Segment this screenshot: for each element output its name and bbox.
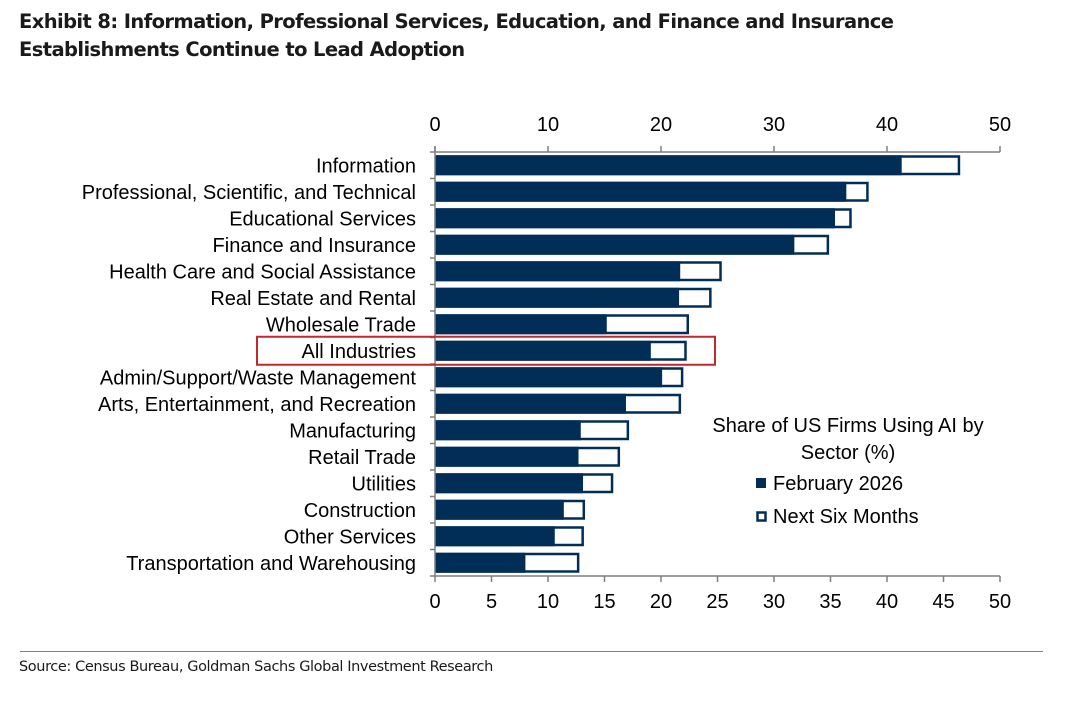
top-axis-tick-label: 50: [989, 114, 1011, 136]
bar-february-2026-other-services: [435, 526, 555, 547]
category-label-construction: Construction: [304, 500, 416, 522]
bottom-axis-tick-label: 50: [989, 591, 1011, 613]
bottom-axis-tick-label: 15: [593, 591, 615, 613]
legend-label-next-six-months: Next Six Months: [773, 506, 919, 528]
bars: [434, 155, 961, 573]
bottom-axis: 0 5 10 15 20 25 30 35 40 45 50: [429, 575, 1011, 613]
legend: Share of US Firms Using AI by Sector (%)…: [712, 415, 983, 528]
category-label-transportation-and-warehousing: Transportation and Warehousing: [126, 553, 416, 575]
top-axis-tick-label: 10: [537, 114, 559, 136]
footer-divider: [20, 651, 1043, 652]
bottom-axis-tick-label: 40: [876, 591, 898, 613]
all-industries-highlight-box: [256, 335, 716, 366]
category-label-other-services: Other Services: [284, 526, 416, 548]
bottom-axis-tick-label: 5: [486, 591, 497, 613]
bottom-axis-tick-label: 20: [650, 591, 672, 613]
bar-february-2026-professional-scientific-and-technical: [435, 181, 847, 202]
bottom-axis-tick-label: 30: [763, 591, 785, 613]
bar-february-2026-admin-support-waste-management: [435, 367, 663, 388]
source-note: Source: Census Bureau, Goldman Sachs Glo…: [19, 659, 493, 675]
bar-february-2026-manufacturing: [435, 420, 581, 441]
top-axis-tick-label: 20: [650, 114, 672, 136]
bar-february-2026-wholesale-trade: [435, 314, 607, 335]
bottom-axis-tick-label: 45: [932, 591, 954, 613]
top-axis-tick-label: 40: [876, 114, 898, 136]
category-label-manufacturing: Manufacturing: [289, 420, 416, 442]
bar-february-2026-retail-trade: [435, 446, 579, 467]
exhibit-title: Exhibit 8: Information, Professional Ser…: [19, 10, 894, 61]
bar-february-2026-finance-and-insurance: [435, 234, 795, 255]
legend-marker-february-2026: [756, 478, 766, 488]
category-label-finance-and-insurance: Finance and Insurance: [213, 235, 416, 257]
category-label-information: Information: [316, 155, 416, 177]
bar-february-2026-transportation-and-warehousing: [435, 552, 526, 573]
bottom-axis-tick-label: 10: [537, 591, 559, 613]
category-label-arts-entertainment-and-recreation: Arts, Entertainment, and Recreation: [98, 394, 416, 416]
legend-label-february-2026: February 2026: [773, 473, 903, 495]
legend-marker-next-six-months: [756, 511, 767, 522]
category-label-admin-support-waste-management: Admin/Support/Waste Management: [100, 367, 417, 389]
category-label-retail-trade: Retail Trade: [308, 447, 416, 469]
bottom-axis-tick-label: 35: [819, 591, 841, 613]
category-labels: Information Professional, Scientific, and…: [82, 155, 417, 575]
bottom-axis-tick-label: 0: [429, 591, 440, 613]
legend-title-line-2: Sector (%): [801, 442, 895, 464]
category-label-professional-scientific-and-technical: Professional, Scientific, and Technical: [82, 182, 416, 204]
category-label-wholesale-trade: Wholesale Trade: [266, 314, 416, 336]
bar-chart: 0 10 20 30 40 50 0 5 10 15 20 25 30 35 40 45 50 Informa…: [82, 114, 1011, 613]
category-label-utilities: Utilities: [352, 473, 416, 495]
category-label-all-industries: All Industries: [302, 341, 417, 363]
bar-february-2026-construction: [435, 499, 564, 520]
bar-february-2026-real-estate-and-rental: [435, 287, 680, 308]
bottom-axis-tick-label: 25: [706, 591, 728, 613]
bar-february-2026-arts-entertainment-and-recreation: [435, 393, 626, 414]
bar-february-2026-health-care-and-social-assistance: [435, 261, 681, 282]
bar-february-2026-educational-services: [435, 208, 836, 229]
category-label-real-estate-and-rental: Real Estate and Rental: [210, 288, 416, 310]
bar-february-2026-information: [435, 155, 902, 176]
top-axis-tick-label: 0: [429, 114, 440, 136]
bar-february-2026-all-industries: [435, 340, 651, 361]
legend-title-line-1: Share of US Firms Using AI by: [712, 415, 983, 437]
category-label-educational-services: Educational Services: [229, 208, 416, 230]
bar-february-2026-utilities: [435, 473, 584, 494]
category-label-health-care-and-social-assistance: Health Care and Social Assistance: [109, 261, 416, 283]
top-axis: 0 10 20 30 40 50: [429, 114, 1011, 153]
top-axis-tick-label: 30: [763, 114, 785, 136]
